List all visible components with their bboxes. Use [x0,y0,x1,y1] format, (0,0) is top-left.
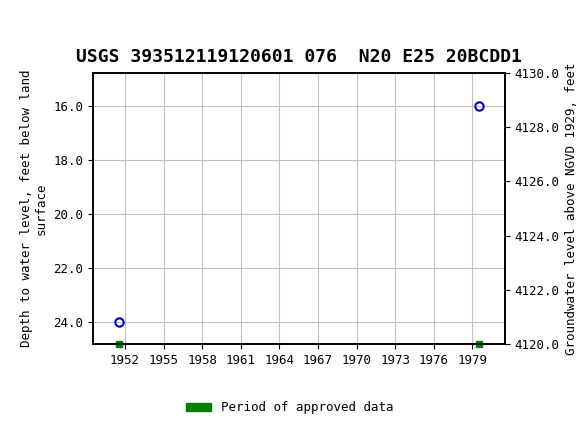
Y-axis label: Groundwater level above NGVD 1929, feet: Groundwater level above NGVD 1929, feet [565,62,578,355]
Legend: Period of approved data: Period of approved data [181,396,399,419]
Text: ≡USGS: ≡USGS [12,16,78,36]
Y-axis label: Depth to water level, feet below land
surface: Depth to water level, feet below land su… [20,70,48,347]
Title: USGS 393512119120601 076  N20 E25 20BCDD1: USGS 393512119120601 076 N20 E25 20BCDD1 [76,48,521,66]
